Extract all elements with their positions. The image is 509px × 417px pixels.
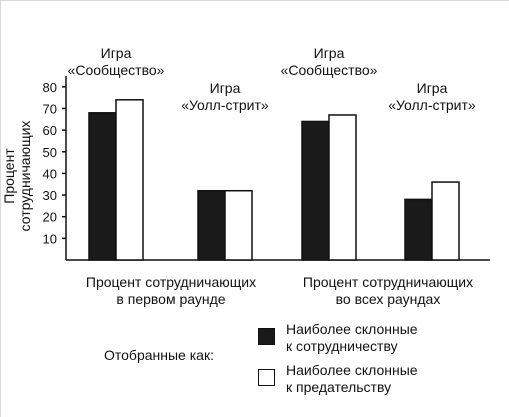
bar-defecting-1	[115, 99, 144, 261]
bar-cooperative-2	[197, 189, 226, 261]
y-tick-label: 40	[43, 166, 57, 181]
y-tick-label: 70	[43, 101, 57, 116]
game-label: Игра «Уолл-стрит»	[181, 80, 269, 113]
bar-defecting-4	[431, 181, 460, 261]
y-tick-label: 10	[43, 231, 57, 246]
bar-defecting-2	[224, 189, 253, 261]
y-tick-label: 20	[43, 210, 57, 225]
game-label: Игра «Уолл-стрит»	[388, 80, 476, 113]
bar-cooperative-1	[88, 112, 117, 261]
bar-defecting-3	[328, 114, 357, 261]
y-axis-label: Процент сотрудничающих	[1, 120, 33, 232]
y-tick-label: 50	[43, 145, 57, 160]
bar-cooperative-4	[404, 198, 433, 261]
x-category-label: Процент сотрудничающих в первом раунде	[85, 274, 257, 307]
bar-cooperative-3	[301, 120, 330, 261]
legend-swatch	[258, 369, 275, 386]
legend-item-label: Наиболее склонные к сотрудничеству	[286, 321, 418, 354]
y-tick-label: 60	[43, 123, 57, 138]
legend-item-label: Наиболее склонные к предательству	[286, 362, 418, 395]
legend-swatch	[258, 328, 275, 345]
y-tick-label: 80	[43, 80, 57, 95]
game-label: Игра «Сообщество»	[280, 45, 378, 78]
y-tick-label: 30	[43, 188, 57, 203]
x-category-label: Процент сотрудничающих во всех раундах	[302, 274, 474, 307]
legend-title: Отобранные как:	[104, 347, 214, 363]
game-label: Игра «Сообщество»	[67, 45, 165, 78]
